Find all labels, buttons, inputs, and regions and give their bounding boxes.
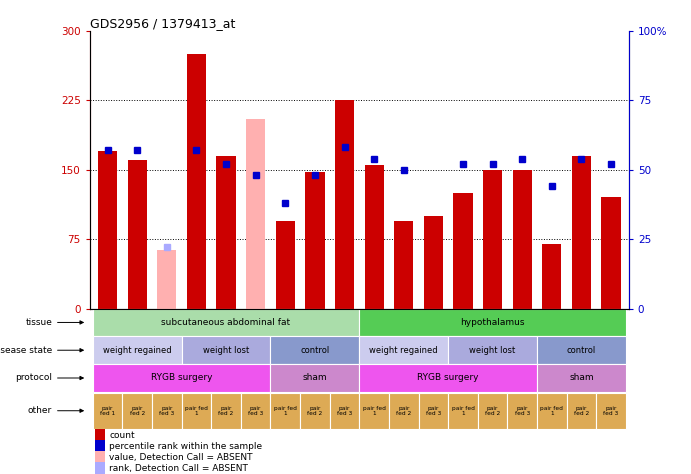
Text: GDS2956 / 1379413_at: GDS2956 / 1379413_at — [90, 17, 235, 30]
Bar — [128, 160, 146, 309]
Text: weight regained: weight regained — [103, 346, 171, 355]
Text: percentile rank within the sample: percentile rank within the sample — [109, 442, 263, 451]
Text: pair fed
1: pair fed 1 — [451, 406, 475, 416]
Bar — [157, 250, 176, 309]
Text: pair
fed 2: pair fed 2 — [485, 406, 500, 416]
Text: pair fed
1: pair fed 1 — [363, 406, 386, 416]
Text: pair
fed 3: pair fed 3 — [248, 406, 263, 416]
Bar — [453, 193, 473, 309]
Text: pair
fed 3: pair fed 3 — [159, 406, 174, 416]
Text: count: count — [109, 431, 135, 440]
Text: pair fed
1: pair fed 1 — [540, 406, 563, 416]
Text: control: control — [301, 346, 330, 355]
Text: pair
fed 2: pair fed 2 — [218, 406, 234, 416]
Text: other: other — [28, 406, 52, 415]
Text: pair
fed 3: pair fed 3 — [426, 406, 441, 416]
Bar — [93, 364, 270, 392]
Text: weight lost: weight lost — [469, 346, 515, 355]
Text: pair
fed 3: pair fed 3 — [515, 406, 530, 416]
Text: tissue: tissue — [26, 318, 52, 327]
Bar — [216, 156, 236, 309]
Bar — [270, 337, 359, 364]
Text: hypothalamus: hypothalamus — [460, 318, 525, 327]
Bar — [359, 309, 626, 337]
Text: pair
fed 2: pair fed 2 — [307, 406, 323, 416]
Bar — [537, 392, 567, 429]
Text: disease state: disease state — [0, 346, 52, 355]
Text: pair
fed 2: pair fed 2 — [574, 406, 589, 416]
Bar — [93, 392, 122, 429]
Bar — [483, 170, 502, 309]
Text: pair
fed 2: pair fed 2 — [396, 406, 411, 416]
Text: protocol: protocol — [15, 374, 52, 383]
Text: weight lost: weight lost — [203, 346, 249, 355]
Text: pair fed
1: pair fed 1 — [274, 406, 296, 416]
Bar — [270, 364, 359, 392]
Bar — [513, 170, 532, 309]
Text: sham: sham — [569, 374, 594, 383]
Bar — [305, 172, 325, 309]
Bar — [567, 392, 596, 429]
Bar — [330, 392, 359, 429]
Bar — [507, 392, 537, 429]
Bar — [300, 392, 330, 429]
Bar — [335, 100, 354, 309]
Bar — [448, 337, 537, 364]
Bar — [424, 216, 443, 309]
Bar — [359, 392, 389, 429]
Text: pair
fed 3: pair fed 3 — [603, 406, 618, 416]
Bar — [359, 364, 537, 392]
Bar — [98, 151, 117, 309]
Bar — [448, 392, 477, 429]
Bar — [95, 462, 105, 474]
Text: pair
fed 3: pair fed 3 — [337, 406, 352, 416]
Bar — [182, 392, 211, 429]
Text: control: control — [567, 346, 596, 355]
Bar — [93, 337, 182, 364]
Bar — [537, 364, 626, 392]
Text: sham: sham — [303, 374, 328, 383]
Bar — [276, 220, 295, 309]
Bar — [542, 244, 561, 309]
Bar — [95, 428, 105, 442]
Bar — [246, 119, 265, 309]
Text: subcutaneous abdominal fat: subcutaneous abdominal fat — [162, 318, 291, 327]
Bar — [95, 440, 105, 454]
Bar — [477, 392, 507, 429]
Bar — [93, 309, 359, 337]
Bar — [601, 198, 621, 309]
Text: pair
fed 2: pair fed 2 — [130, 406, 145, 416]
Bar — [122, 392, 152, 429]
Text: weight regained: weight regained — [370, 346, 438, 355]
Bar — [95, 451, 105, 465]
Bar — [571, 156, 591, 309]
Bar — [270, 392, 300, 429]
Text: rank, Detection Call = ABSENT: rank, Detection Call = ABSENT — [109, 465, 248, 474]
Bar — [389, 392, 419, 429]
Bar — [187, 54, 206, 309]
Bar — [211, 392, 241, 429]
Text: pair
fed 1: pair fed 1 — [100, 406, 115, 416]
Bar — [364, 165, 384, 309]
Bar — [359, 337, 448, 364]
Bar — [537, 337, 626, 364]
Bar — [419, 392, 448, 429]
Text: pair fed
1: pair fed 1 — [185, 406, 208, 416]
Bar — [394, 220, 413, 309]
Bar — [241, 392, 270, 429]
Bar — [152, 392, 182, 429]
Text: RYGB surgery: RYGB surgery — [417, 374, 479, 383]
Text: RYGB surgery: RYGB surgery — [151, 374, 212, 383]
Bar — [596, 392, 626, 429]
Text: value, Detection Call = ABSENT: value, Detection Call = ABSENT — [109, 453, 253, 462]
Bar — [182, 337, 270, 364]
